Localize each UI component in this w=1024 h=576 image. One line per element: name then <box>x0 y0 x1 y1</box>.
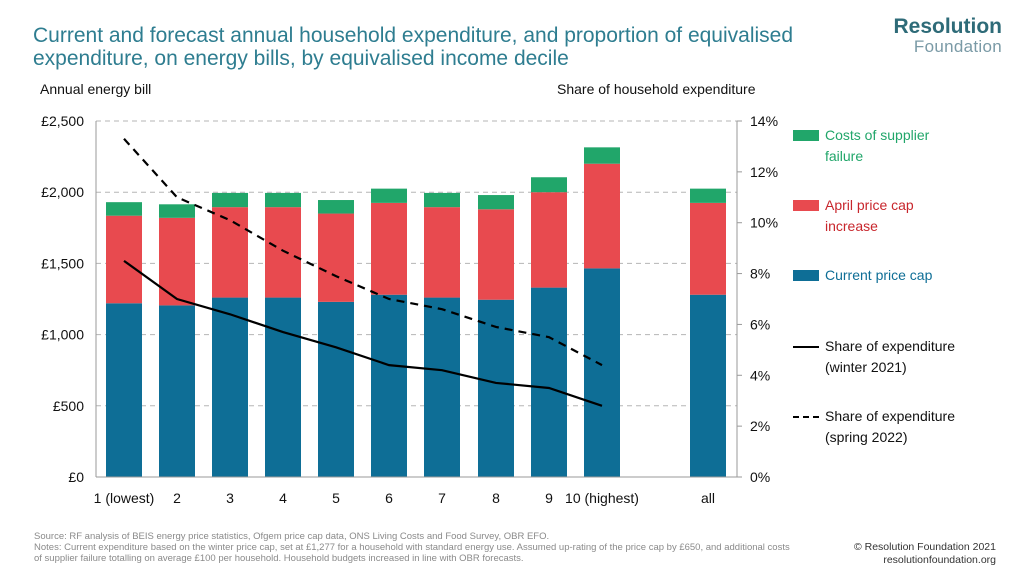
right-tick-label: 12% <box>750 164 778 180</box>
right-tick-label: 14% <box>750 113 778 129</box>
left-tick-label: £1,500 <box>41 255 84 271</box>
bar-april <box>265 207 301 298</box>
bar-april <box>478 209 514 300</box>
left-tick-label: £2,500 <box>41 113 84 129</box>
legend-line-spring <box>793 416 819 418</box>
logo-line-1: Resolution <box>893 15 1003 38</box>
x-tick-label: 3 <box>226 490 234 506</box>
left-axis-title: Annual energy bill <box>40 81 152 97</box>
bars <box>106 147 726 477</box>
legend-label-winter: Share of expenditure (winter 2021) <box>825 338 955 375</box>
bar-current <box>371 294 407 477</box>
bar-supplier <box>212 192 248 208</box>
right-tick-label: 8% <box>750 266 770 282</box>
bar-april <box>584 163 620 269</box>
gridlines <box>96 120 737 407</box>
bar-current <box>531 287 567 477</box>
bar-supplier <box>424 192 460 208</box>
right-axis-title: Share of household expenditure <box>557 81 756 97</box>
bar-current <box>318 301 354 477</box>
right-tick-label: 2% <box>750 418 770 434</box>
bar-april <box>424 207 460 298</box>
bar-current <box>106 303 142 477</box>
legend-label-supplier: Costs of supplier failure <box>825 127 930 164</box>
copyright: © Resolution Foundation 2021 resolutionf… <box>854 541 996 567</box>
bar-april <box>212 207 248 298</box>
bar-current <box>212 297 248 477</box>
legend-label-april: April price cap increase <box>825 197 914 234</box>
x-tick-label: 1 (lowest) <box>94 490 155 506</box>
bar-current <box>424 297 460 477</box>
source-note: Source: RF analysis of BEIS energy price… <box>34 531 550 542</box>
bar-supplier <box>690 188 726 203</box>
bar-april <box>159 217 195 306</box>
notes: Notes: Current expenditure based on the … <box>34 542 790 564</box>
x-tick-label: all <box>701 490 715 506</box>
bar-supplier <box>371 188 407 203</box>
legend-line-winter <box>793 346 819 348</box>
x-tick-label: 5 <box>332 490 340 506</box>
legend-swatch-april <box>793 200 819 211</box>
copyright-text: © Resolution Foundation 2021 <box>853 541 996 553</box>
axes <box>95 120 742 478</box>
bar-supplier <box>159 204 195 218</box>
bar-supplier <box>318 200 354 214</box>
left-tick-label: £1,000 <box>41 327 84 343</box>
x-tick-label: 4 <box>279 490 287 506</box>
bar-april <box>531 192 567 288</box>
bar-current <box>265 297 301 477</box>
legend-swatch-current <box>793 270 819 281</box>
right-tick-label: 6% <box>750 316 770 332</box>
logo-line-2: Foundation <box>913 37 1002 56</box>
resolution-foundation-logo: Resolution Foundation <box>894 16 1003 56</box>
bar-supplier <box>478 195 514 210</box>
legend-label-current: Current price cap <box>825 267 933 283</box>
bar-current <box>584 268 620 477</box>
legend-swatch-supplier <box>793 130 819 141</box>
bar-current <box>690 294 726 477</box>
left-tick-label: £2,000 <box>41 184 84 200</box>
website-link[interactable]: resolutionfoundation.org <box>883 554 996 566</box>
right-tick-label: 10% <box>750 215 778 231</box>
x-tick-label: 8 <box>492 490 500 506</box>
x-tick-label: 2 <box>173 490 181 506</box>
tick-labels: £0 £500 £1,000 £1,500 £2,000 £2,500 0% 2% 4% 6% 8%… <box>41 113 778 506</box>
bar-april <box>106 215 142 304</box>
bar-supplier <box>584 147 620 164</box>
bar-april <box>690 202 726 295</box>
right-tick-label: 0% <box>750 469 770 485</box>
line-spring-2022 <box>123 138 603 367</box>
x-tick-label: 6 <box>385 490 393 506</box>
legend-label-spring: Share of expenditure (spring 2022) <box>825 408 955 445</box>
left-tick-label: £0 <box>68 469 84 485</box>
x-tick-label: 7 <box>438 490 446 506</box>
right-tick-label: 4% <box>750 367 770 383</box>
bar-supplier <box>531 177 567 193</box>
bar-current <box>159 305 195 477</box>
bar-supplier <box>265 192 301 208</box>
x-tick-label: 9 <box>545 490 553 506</box>
footer-notes: Source: RF analysis of BEIS energy price… <box>34 531 794 564</box>
bar-april <box>318 213 354 302</box>
x-tick-label: 10 (highest) <box>565 490 639 506</box>
line-winter-2021 <box>123 259 603 407</box>
bar-supplier <box>106 202 142 216</box>
chart-title: Current and forecast annual household ex… <box>33 24 794 70</box>
bar-april <box>371 202 407 295</box>
lines <box>123 138 603 407</box>
left-tick-label: £500 <box>53 398 84 414</box>
